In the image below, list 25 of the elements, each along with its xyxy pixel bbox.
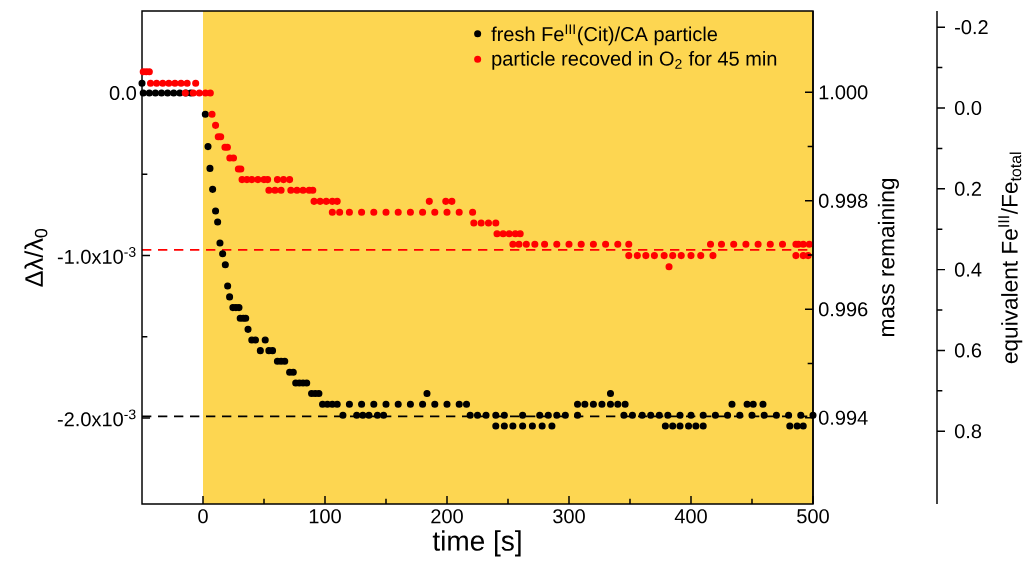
y2-tick-label: 1.000 [819,85,868,100]
x-tick-label: 300 [553,509,585,524]
legend-label: fresh Fe$^{III}$(Cit)/CA particle [491,24,718,46]
y-tick-label: 0.0 [109,85,137,101]
y3-tick-label: 0.0 [954,100,982,116]
x-tick-label: 100 [309,509,341,524]
legend-label: particle recoved in O$_{2}$ for 45 min [492,51,777,70]
x-tick-label: 0 [198,509,208,524]
y-tick-label: -1.0x10$^{-3}$ [57,247,136,264]
y2-tick-label: 0.994 [818,410,868,425]
y3-tick-label: 0.6 [954,343,982,358]
y2-tick-label: 0.998 [818,193,868,208]
y3-tick-label: 0.8 [954,424,982,439]
y3-tick-label: 0.4 [954,262,982,277]
x-tick-label: 500 [797,509,829,524]
x-tick-label: 200 [431,509,463,524]
y-axis-title: Δλ/λ$_{0}$ [24,228,48,287]
x-tick-label: 400 [674,509,707,524]
y3-tick-label: 0.2 [954,181,981,196]
y-tick-label: -2.0x10$^{-3}$ [57,409,136,427]
y2-tick-label: 0.996 [818,302,868,317]
y3-axis-title: equivalent Fe$^{III}$/Fe$_{total}$ [998,152,1023,364]
y3-tick-label: -0.2 [955,20,988,35]
y2-axis-title: mass remaining [877,179,899,336]
x-axis-title: time [s] [432,530,521,557]
